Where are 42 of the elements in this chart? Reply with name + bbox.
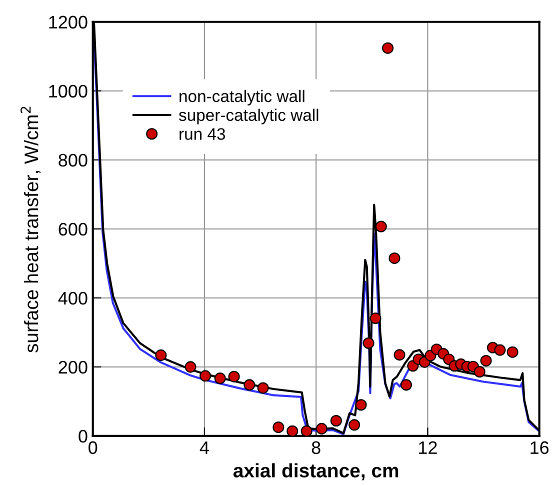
point <box>286 425 298 436</box>
y-tick-label: 1000 <box>49 84 88 98</box>
y-axis-title: surface heat transfer, W/cm$^{2}$ <box>20 106 41 353</box>
x-tick-label: 16 <box>530 441 549 454</box>
point <box>474 366 486 378</box>
x-tick-label: 0 <box>88 441 98 454</box>
point <box>257 382 269 394</box>
point <box>394 349 406 361</box>
point <box>330 414 342 427</box>
point <box>355 399 367 411</box>
y-tick-label: 400 <box>58 292 88 305</box>
point <box>370 312 382 324</box>
point <box>200 370 212 382</box>
point <box>214 372 226 384</box>
point <box>362 337 374 349</box>
x-axis-title: axial distance, cm <box>233 463 398 480</box>
point <box>375 220 387 232</box>
y-tick-label: 0 <box>78 430 88 443</box>
point <box>244 379 256 391</box>
point <box>316 422 328 434</box>
point <box>388 252 400 264</box>
point <box>155 349 167 361</box>
legend-label: run 43 <box>180 128 226 140</box>
point <box>228 370 240 382</box>
point <box>506 346 518 358</box>
y-tick-label: 1200 <box>49 16 88 29</box>
y-tick-label: 200 <box>58 360 88 374</box>
point <box>400 379 412 391</box>
point <box>300 425 312 436</box>
x-tick-label: 4 <box>200 441 209 454</box>
point <box>184 361 196 373</box>
point <box>272 422 284 434</box>
point <box>480 354 492 366</box>
x-tick-label: 12 <box>419 441 437 454</box>
y-tick-label: 600 <box>58 222 88 236</box>
point <box>382 42 394 54</box>
legend-label: super-catalytic wall <box>178 108 318 124</box>
y-tick-label: 800 <box>58 154 88 167</box>
point <box>494 344 506 356</box>
x-tick-label: 8 <box>312 441 320 454</box>
legend-label: non-catalytic wall <box>180 90 304 106</box>
point <box>348 419 360 431</box>
